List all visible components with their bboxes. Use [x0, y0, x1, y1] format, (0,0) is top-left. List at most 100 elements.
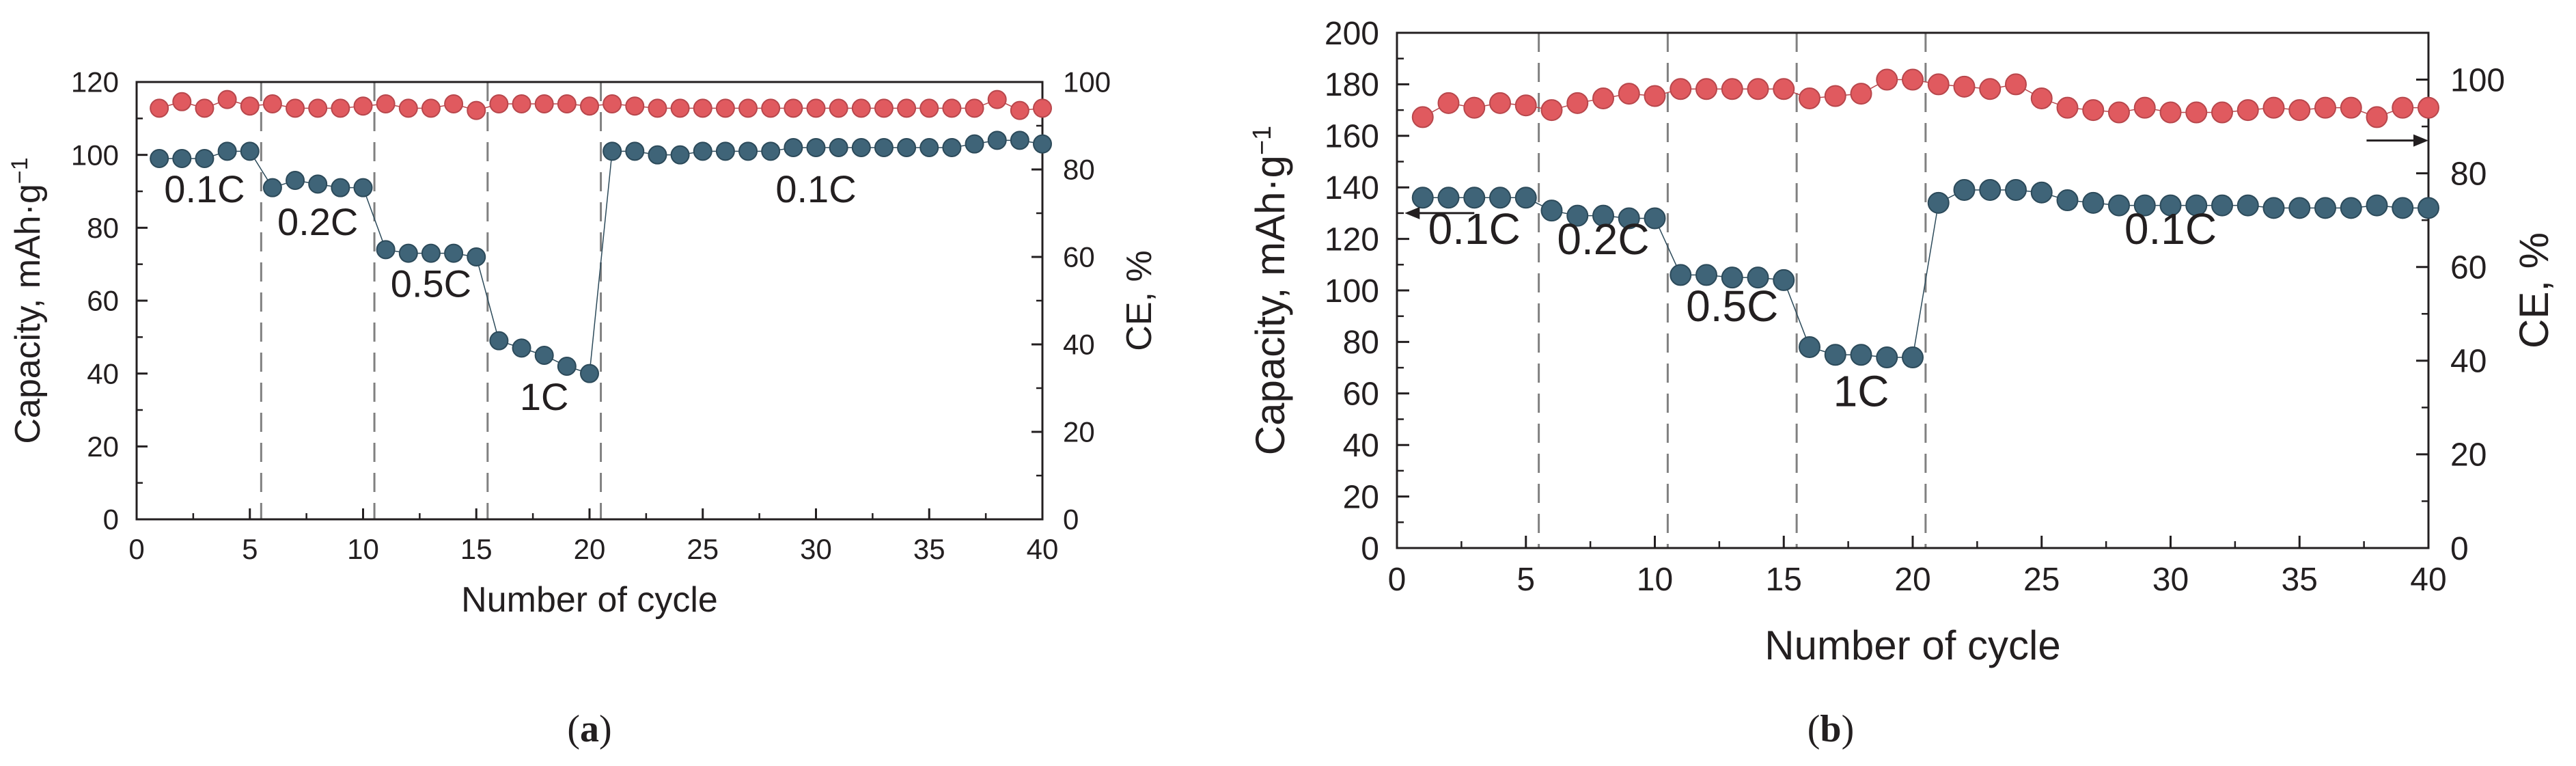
capacity-marker	[1463, 187, 1486, 209]
x-tick-label: 30	[800, 533, 832, 565]
y2-tick-label: 60	[1063, 241, 1095, 273]
ce-marker	[150, 98, 169, 118]
capacity-marker	[444, 243, 464, 263]
capacity-marker	[353, 178, 373, 197]
capacity-marker	[1592, 204, 1614, 227]
ce-marker	[580, 96, 599, 116]
x-tick-label: 35	[2282, 562, 2318, 598]
y2-tick-label: 80	[2450, 156, 2487, 192]
ce-marker	[1953, 75, 1976, 98]
x-tick-label: 15	[460, 533, 493, 565]
capacity-marker	[2211, 194, 2233, 217]
capacity-marker	[1721, 266, 1743, 289]
y-tick-label: 160	[1325, 119, 1379, 155]
ce-marker	[1592, 87, 1614, 109]
y-tick-label: 180	[1325, 67, 1379, 103]
y2-tick-label: 60	[2450, 250, 2487, 286]
capacity-marker	[2005, 178, 2027, 201]
ce-marker	[262, 94, 282, 113]
ce-marker	[2133, 96, 2156, 119]
capacity-line	[159, 139, 1043, 374]
x-tick-label: 25	[2023, 562, 2060, 598]
y-tick-label: 60	[87, 285, 119, 317]
capacity-marker	[670, 145, 690, 165]
ce-marker	[534, 94, 554, 113]
ce-line	[158, 98, 1043, 111]
panel-label: (b)	[1808, 708, 1854, 750]
ce-marker	[353, 96, 373, 116]
rate-labels: 0.1C 0.2C 0.5C 1C 0.1C	[164, 167, 856, 418]
ce-marker	[851, 98, 871, 118]
ce-marker	[1695, 78, 1717, 100]
y-tick-label: 60	[1343, 377, 1379, 413]
y2-axis-ticks: 0 20 40 60 80 100	[1031, 66, 1111, 536]
ce-marker	[331, 98, 350, 118]
ce-marker	[2211, 101, 2233, 124]
ce-marker	[467, 100, 486, 120]
y-tick-label: 120	[71, 66, 119, 98]
ce-marker	[1773, 78, 1795, 100]
capacity-marker	[1566, 204, 1589, 227]
ce-marker	[376, 94, 396, 113]
capacity-line	[1422, 189, 2428, 358]
ce-marker	[1033, 98, 1052, 118]
ce-marker	[1850, 83, 1872, 105]
capacity-marker	[965, 134, 984, 154]
y-tick-label: 20	[1343, 479, 1379, 515]
capacity-marker	[2108, 194, 2130, 217]
ce-marker	[2030, 87, 2053, 109]
ce-marker	[2392, 96, 2414, 119]
capacity-marker	[1514, 187, 1537, 209]
capacity-marker	[1010, 131, 1029, 150]
ce-marker	[1411, 106, 1434, 128]
capacity-marker	[625, 141, 645, 161]
data-series	[150, 90, 1052, 383]
panel-label-letter: b	[1820, 708, 1841, 750]
rate-label: 0.1C	[164, 167, 245, 210]
ce-marker	[874, 98, 894, 118]
capacity-marker	[806, 138, 826, 157]
capacity-marker	[1824, 344, 1846, 366]
y2-tick-label: 100	[1063, 66, 1111, 98]
capacity-marker	[172, 149, 192, 168]
panel-label-close: )	[1842, 708, 1855, 750]
ce-marker	[1799, 87, 1820, 109]
capacity-marker	[195, 149, 214, 168]
capacity-marker	[2418, 197, 2439, 219]
x-tick-label: 10	[347, 533, 379, 565]
y-axis-label-superscript: −1	[1248, 126, 1277, 155]
ce-marker	[217, 90, 237, 109]
capacity-marker	[1850, 344, 1872, 366]
x-tick-label: 5	[242, 533, 258, 565]
y-axis-label-text: Capacity, mAh·g	[1247, 155, 1293, 455]
y2-tick-label: 40	[1063, 329, 1095, 361]
rate-label: 1C	[1833, 367, 1889, 416]
ce-marker	[2340, 96, 2362, 119]
ce-marker	[897, 98, 917, 118]
rate-label: 0.1C	[775, 167, 856, 210]
ce-marker	[240, 96, 260, 116]
y-tick-label: 120	[1325, 221, 1379, 258]
capacity-marker	[1799, 336, 1820, 358]
y-axis-label: Capacity, mAh·g−1	[1247, 126, 1293, 455]
ce-marker	[286, 98, 305, 118]
ce-marker	[2056, 96, 2079, 119]
ce-marker	[987, 90, 1007, 109]
capacity-marker	[1489, 187, 1511, 209]
capacity-marker	[2262, 197, 2285, 219]
capacity-marker	[1644, 207, 1666, 230]
capacity-marker	[421, 243, 441, 263]
ce-marker	[1721, 78, 1743, 100]
ce-marker	[1010, 100, 1029, 120]
y-axis-ticks: 0 20 40 60 80 100 120	[71, 66, 148, 536]
ce-marker	[670, 98, 690, 118]
ce-marker	[738, 98, 758, 118]
x-tick-label: 25	[687, 533, 719, 565]
y2-axis-label: CE, %	[2511, 232, 2557, 348]
ce-marker	[195, 98, 214, 118]
x-tick-label: 40	[2410, 562, 2446, 598]
capacity-marker	[217, 141, 237, 161]
y2-tick-label: 20	[2450, 437, 2487, 474]
y-tick-label: 80	[1343, 325, 1379, 361]
